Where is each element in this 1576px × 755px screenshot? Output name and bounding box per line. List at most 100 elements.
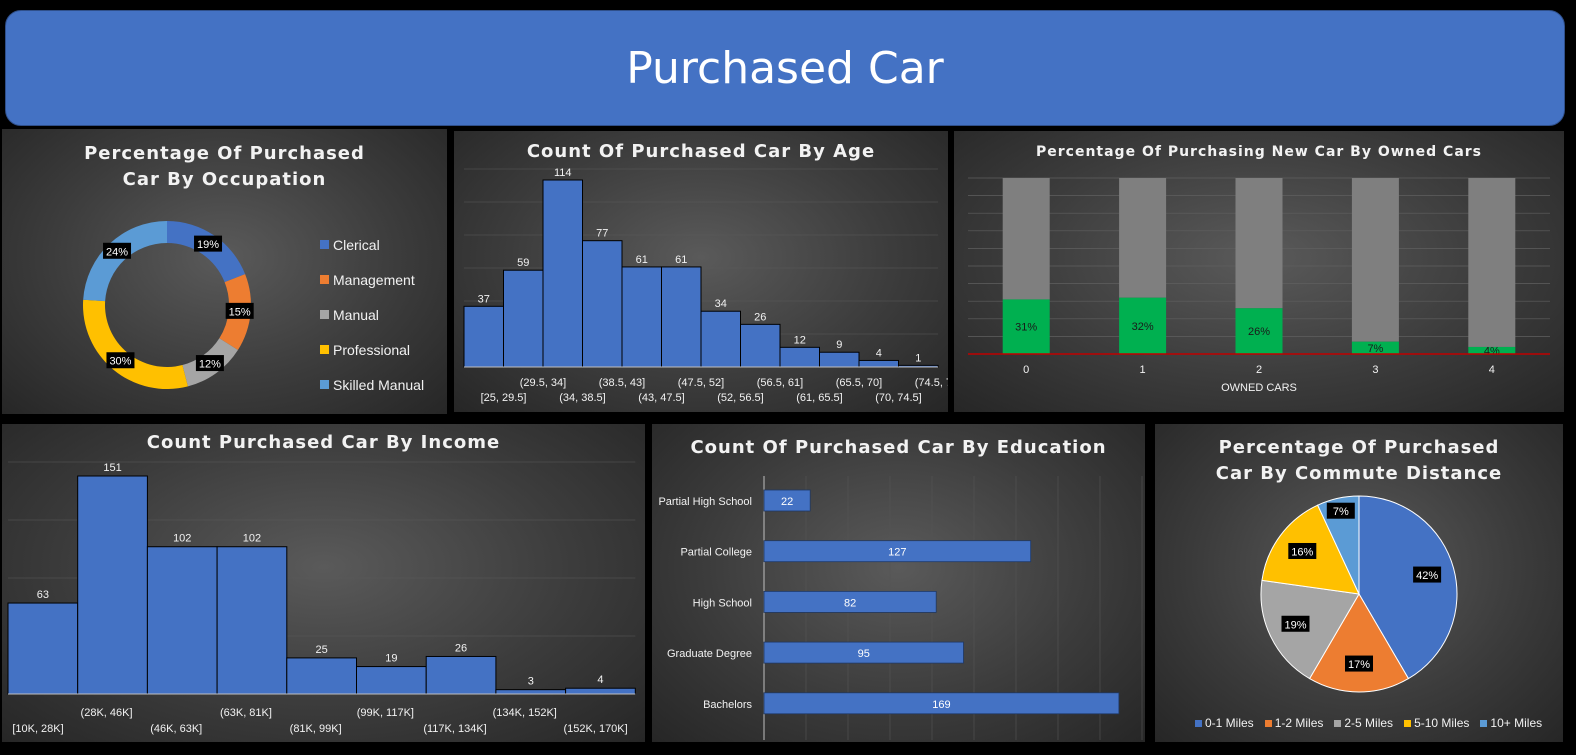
legend-item: 5-10 Miles xyxy=(1404,716,1469,730)
bar-data-label: 19 xyxy=(385,653,397,665)
donut-data-label: 12% xyxy=(199,359,221,371)
histogram-bar xyxy=(286,657,357,695)
legend-swatch xyxy=(1264,719,1272,727)
bar-data-label: 22 xyxy=(781,496,793,508)
horizontal-bar xyxy=(763,590,937,613)
pie-data-label: 16% xyxy=(1291,546,1313,558)
x-tick-label: (38.5, 43] xyxy=(599,377,645,389)
donut-data-label-box xyxy=(225,302,254,319)
donut-data-label-box xyxy=(103,242,132,259)
page-title: Purchased Car xyxy=(626,42,944,94)
donut-data-label: 30% xyxy=(109,356,131,368)
bar-data-label: 26 xyxy=(455,642,467,654)
legend-item: Skilled Manual xyxy=(320,367,424,402)
x-tick-label: (134K, 152K] xyxy=(493,707,557,719)
income-chart-panel: Count Purchased Car By Income 63 [10K, 28… xyxy=(2,424,645,742)
histogram-bar xyxy=(819,351,860,368)
histogram-bar xyxy=(858,359,899,368)
y-tick-label: Partial College xyxy=(680,547,752,559)
legend-item: 10+ Miles xyxy=(1480,716,1542,730)
histogram-bar xyxy=(565,687,636,695)
x-tick-label: (99K, 117K] xyxy=(357,707,414,719)
bar-data-label: 26% xyxy=(1248,326,1270,338)
y-tick-label: Bachelors xyxy=(703,699,752,711)
x-tick-label: 1 xyxy=(1140,364,1146,376)
owned-cars-x-axis-label: OWNED CARS xyxy=(1221,382,1297,394)
histogram-bar xyxy=(542,179,583,368)
bar-data-label: 61 xyxy=(636,254,648,266)
legend-swatch xyxy=(320,240,329,249)
commute-chart-panel: Percentage Of Purchased Car By Commute D… xyxy=(1155,424,1563,742)
age-chart-svg: 37 [25, 29.5] 59 (29.5, 34] 114 (34, 38.5] 77 (… xyxy=(463,167,948,404)
bar-data-label: 4 xyxy=(876,347,882,359)
horizontal-bar xyxy=(763,489,811,512)
legend-swatch xyxy=(320,310,329,319)
donut-data-label: 24% xyxy=(106,246,128,258)
x-tick-label: (152K, 170K] xyxy=(563,723,627,735)
legend-swatch xyxy=(1404,719,1412,727)
occupation-chart-title: Percentage Of Purchased Car By Occupatio… xyxy=(84,143,365,190)
legend-swatch xyxy=(1334,719,1342,727)
x-tick-label: (81K, 99K] xyxy=(290,723,342,735)
legend-label: Clerical xyxy=(333,236,380,253)
histogram-bar xyxy=(425,655,497,695)
stacked-bar-not-purchased xyxy=(1351,178,1399,342)
legend-label: Management xyxy=(333,271,415,288)
legend-item: 1-2 Miles xyxy=(1264,716,1323,730)
bar-data-label: 32% xyxy=(1132,321,1154,333)
histogram-bar xyxy=(740,323,781,368)
bar-data-label: 26 xyxy=(754,311,766,323)
x-tick-label: (74.5, 79] xyxy=(915,377,948,389)
legend-item: Clerical xyxy=(320,227,424,262)
bar-data-label: 77 xyxy=(596,228,608,240)
bar-data-label: 169 xyxy=(932,699,950,711)
income-chart-svg: 63 [10K, 28K] 151 (28K, 46K] 102 (46K, 63K] 10… xyxy=(7,461,636,735)
pie-data-label-box xyxy=(1281,615,1310,632)
stacked-bar-purchased xyxy=(1235,308,1283,354)
stacked-bar-not-purchased xyxy=(1235,178,1283,309)
legend-swatch xyxy=(1195,719,1202,727)
commute-chart-svg: 42% 17% 19% 16% 7% xyxy=(1260,495,1458,693)
pie-data-label: 7% xyxy=(1333,506,1349,518)
y-tick-label: Graduate Degree xyxy=(667,648,752,660)
bar-data-label: 102 xyxy=(243,533,261,545)
histogram-bar xyxy=(582,240,623,368)
histogram-bar xyxy=(7,602,79,695)
bar-data-label: 4% xyxy=(1484,345,1500,357)
x-tick-label: (47.5, 52] xyxy=(678,377,724,389)
histogram-bar xyxy=(463,305,504,368)
histogram-bar xyxy=(661,266,702,368)
donut-data-label-box xyxy=(194,235,223,252)
stacked-bar-purchased xyxy=(1351,341,1399,354)
bar-data-label: 12 xyxy=(794,334,806,346)
pie-data-label-box xyxy=(1413,566,1442,583)
pie-data-label-box xyxy=(1326,502,1355,519)
histogram-bar xyxy=(621,266,662,368)
pie-data-label: 19% xyxy=(1284,619,1306,631)
stacked-bar-purchased xyxy=(1119,297,1167,354)
legend-label: Professional xyxy=(333,341,411,358)
histogram-bar xyxy=(146,546,218,695)
occupation-legend: Clerical Management Manual Professional Skil… xyxy=(320,227,424,402)
x-tick-label: (56.5, 61] xyxy=(757,377,803,389)
histogram-bar xyxy=(700,310,741,368)
stacked-bar-not-purchased xyxy=(1002,178,1050,300)
x-tick-label: (46K, 63K] xyxy=(150,723,202,735)
occupation-chart-panel: Percentage Of Purchased Car By Occupatio… xyxy=(2,129,447,414)
legend-item: Management xyxy=(320,262,424,297)
horizontal-bar xyxy=(763,540,1032,563)
legend-item: Manual xyxy=(320,297,424,332)
bar-data-label: 7% xyxy=(1367,343,1383,355)
donut-data-label: 15% xyxy=(229,306,251,318)
x-tick-label: (70, 74.5] xyxy=(875,392,921,404)
owned-cars-chart-title: Percentage Of Purchasing New Car By Owne… xyxy=(1036,144,1482,160)
histogram-bar xyxy=(216,546,288,695)
education-chart-title: Count Of Purchased Car By Education xyxy=(690,437,1107,458)
owned-cars-chart-svg: 31% 0 32% 1 26% 2 7% 3 4% 4 xyxy=(968,177,1550,376)
bar-data-label: 127 xyxy=(888,547,906,559)
x-tick-label: (117K, 134K] xyxy=(423,723,486,735)
stacked-bar-purchased xyxy=(1468,346,1516,354)
bar-data-label: 59 xyxy=(517,257,529,269)
bar-data-label: 151 xyxy=(103,462,121,474)
donut-data-label-box xyxy=(195,355,224,372)
